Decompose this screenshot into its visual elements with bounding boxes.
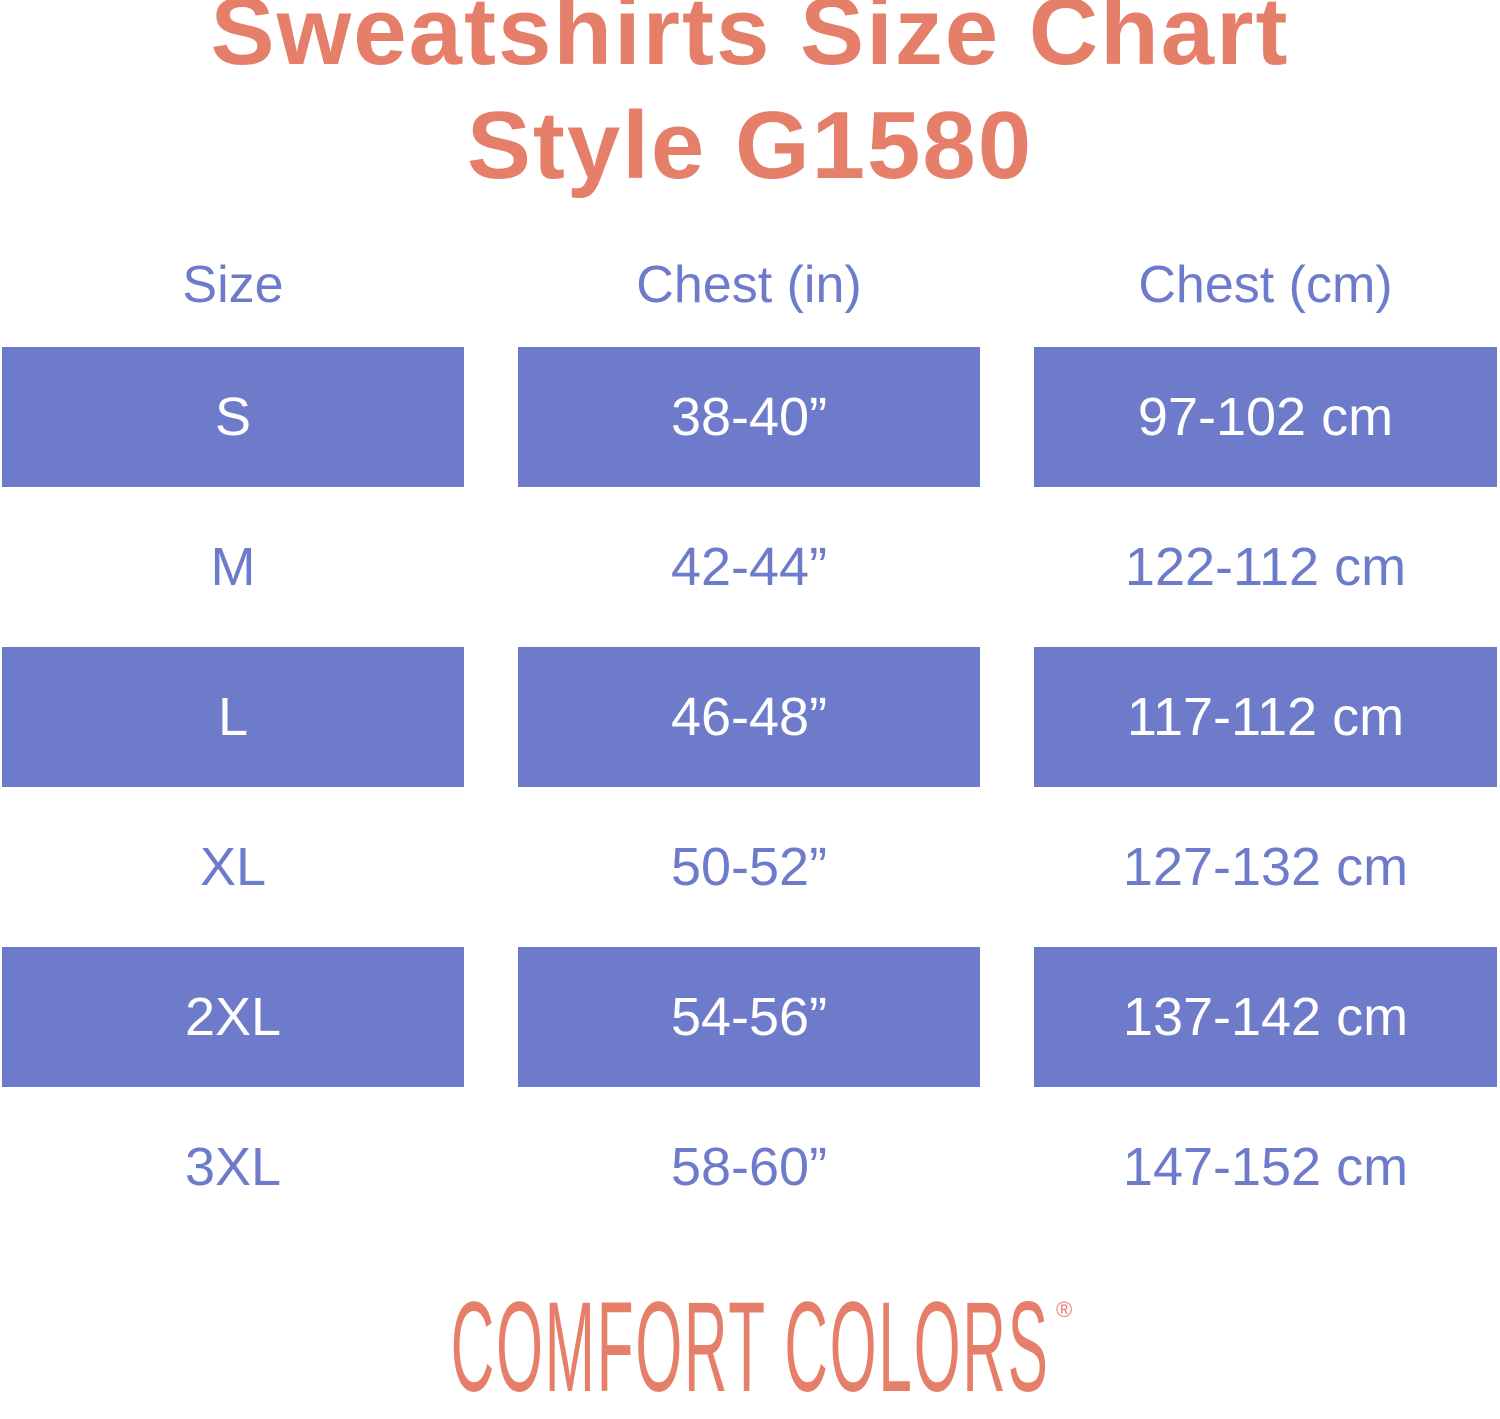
size-cell: S (2, 347, 464, 487)
size-cell: 2XL (2, 947, 464, 1087)
size-cell: XL (199, 837, 267, 897)
title-line-2: Style G1580 (466, 92, 1034, 199)
size-cell: 3XL (184, 1137, 282, 1197)
size-cell: M (210, 537, 256, 597)
comfort-colors-logo: COMFORT COLORS ® (0, 1276, 1500, 1419)
chest-cm-cell: 147-152 cm (1122, 1137, 1409, 1197)
chest-cm-cell: 122-112 cm (1124, 537, 1407, 597)
header-chest-cm: Chest (cm) (1138, 256, 1393, 314)
size-cell: L (2, 647, 464, 787)
header-size: Size (182, 256, 284, 314)
title-line-1: Sweatshirts Size Chart (210, 0, 1290, 85)
chest-in-cell: 54-56” (518, 947, 980, 1087)
chest-cm-cell: 97-102 cm (1034, 347, 1497, 487)
registered-mark: ® (1056, 1297, 1073, 1322)
chest-cm-cell: 117-112 cm (1034, 647, 1497, 787)
chest-in-cell: 50-52” (670, 837, 828, 897)
chest-in-cell: 38-40” (518, 347, 980, 487)
chest-cm-cell: 127-132 cm (1122, 837, 1409, 897)
logo-text: COMFORT COLORS (450, 1276, 1050, 1419)
header-chest-in: Chest (in) (636, 256, 862, 314)
chest-in-cell: 46-48” (518, 647, 980, 787)
chest-cm-cell: 137-142 cm (1034, 947, 1497, 1087)
chest-in-cell: 58-60” (670, 1137, 828, 1197)
chest-in-cell: 42-44” (670, 537, 828, 597)
